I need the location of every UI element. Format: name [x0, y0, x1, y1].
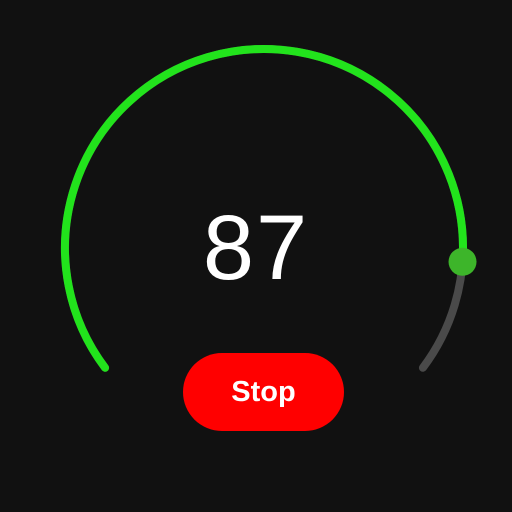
gauge-progress-arc	[61, 45, 467, 372]
gauge-value: 87	[202, 197, 310, 299]
gauge-knob[interactable]	[448, 247, 477, 276]
stop-button[interactable]: Stop	[183, 353, 344, 431]
